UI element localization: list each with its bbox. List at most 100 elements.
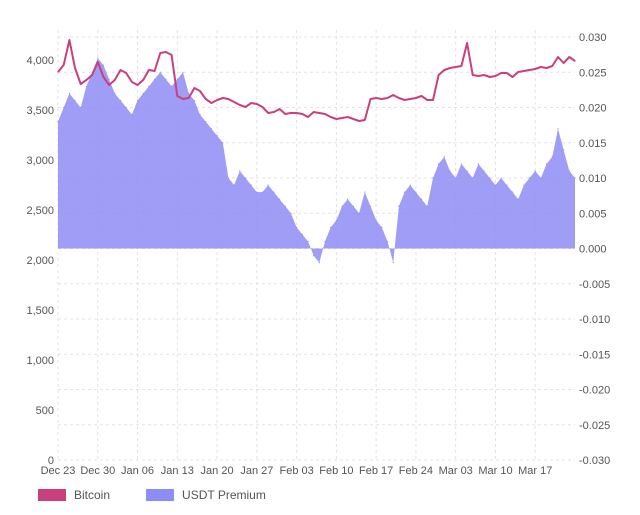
point-usdt-premium-14: [136, 99, 139, 102]
point-usdt-premium-15: [142, 92, 144, 94]
point-bitcoin-90: [568, 56, 570, 58]
point-bitcoin-65: [426, 99, 428, 101]
point-bitcoin-37: [267, 112, 269, 114]
left-tick-label-7: 3,500: [26, 105, 54, 117]
series-line-bitcoin: [57, 39, 576, 122]
point-bitcoin-27: [210, 102, 212, 104]
legend-item-usdt-premium[interactable]: USDT Premium: [146, 488, 266, 502]
point-usdt-premium-47: [324, 240, 326, 243]
point-usdt-premium-5: [85, 85, 87, 87]
point-bitcoin-20: [171, 54, 173, 56]
point-usdt-premium-10: [114, 92, 116, 94]
point-usdt-premium-80: [511, 191, 514, 193]
point-usdt-premium-69: [449, 170, 451, 172]
x-tick-label-1: Dec 30: [80, 465, 115, 477]
point-usdt-premium-60: [398, 205, 400, 207]
point-usdt-premium-36: [261, 191, 264, 193]
point-bitcoin-69: [449, 67, 451, 69]
point-usdt-premium-78: [500, 177, 502, 179]
point-bitcoin-74: [477, 75, 479, 77]
point-usdt-premium-16: [148, 85, 150, 87]
right-tick-label-8: 0.010: [579, 173, 607, 185]
point-bitcoin-44: [307, 116, 309, 118]
x-tick-label-2: Jan 06: [121, 465, 154, 477]
point-bitcoin-36: [261, 106, 264, 108]
point-usdt-premium-4: [80, 106, 82, 109]
x-tick-label-5: Jan 27: [240, 465, 273, 477]
point-usdt-premium-45: [313, 255, 315, 257]
right-tick-label-12: 0.030: [579, 32, 607, 44]
point-usdt-premium-88: [557, 128, 559, 130]
left-tick-label-0: 0: [48, 455, 54, 467]
point-bitcoin-81: [517, 71, 519, 73]
point-usdt-premium-54: [364, 191, 366, 193]
point-bitcoin-62: [409, 98, 411, 100]
point-bitcoin-38: [273, 111, 275, 113]
point-usdt-premium-48: [330, 226, 332, 228]
point-bitcoin-33: [244, 106, 247, 108]
point-usdt-premium-79: [506, 184, 508, 186]
x-tick-label-9: Feb 24: [399, 465, 433, 477]
point-usdt-premium-81: [517, 198, 519, 200]
x-tick-label-0: Dec 23: [41, 465, 76, 477]
legend-label-bitcoin: Bitcoin: [74, 488, 111, 502]
point-bitcoin-18: [159, 52, 161, 54]
legend-item-bitcoin[interactable]: Bitcoin: [38, 488, 110, 502]
point-bitcoin-55: [369, 98, 372, 100]
point-usdt-premium-42: [296, 226, 298, 228]
left-tick-label-2: 1,000: [26, 355, 54, 367]
left-tick-label-6: 3,000: [26, 155, 54, 167]
point-usdt-premium-72: [466, 170, 468, 172]
right-tick-label-3: -0.015: [579, 349, 610, 361]
point-bitcoin-23: [188, 97, 190, 99]
point-usdt-premium-26: [205, 121, 207, 123]
point-usdt-premium-37: [267, 184, 269, 186]
right-tick-label-6: 0.000: [579, 244, 607, 256]
right-tick-label-2: -0.020: [579, 385, 610, 397]
point-bitcoin-58: [386, 97, 389, 99]
point-bitcoin-10: [114, 79, 116, 81]
point-usdt-premium-70: [455, 177, 457, 179]
point-bitcoin-61: [404, 99, 406, 101]
left-tick-label-5: 2,500: [26, 205, 54, 217]
left-tick-label-4: 2,000: [26, 255, 54, 267]
point-bitcoin-41: [290, 112, 292, 114]
point-usdt-premium-3: [74, 99, 76, 102]
point-bitcoin-77: [494, 75, 497, 77]
x-tick-label-4: Jan 20: [201, 465, 234, 477]
right-tick-label-7: 0.005: [579, 208, 607, 220]
point-usdt-premium-31: [233, 184, 235, 186]
point-bitcoin-76: [489, 76, 491, 78]
point-usdt-premium-71: [460, 163, 462, 165]
legend-label-usdt-premium: USDT Premium: [182, 488, 266, 502]
point-bitcoin-9: [108, 84, 110, 86]
point-usdt-premium-89: [563, 149, 565, 151]
left-tick-label-3: 1,500: [26, 305, 54, 317]
point-usdt-premium-17: [154, 78, 156, 80]
point-usdt-premium-68: [443, 156, 445, 158]
point-bitcoin-45: [313, 111, 315, 113]
point-bitcoin-51: [347, 116, 349, 118]
point-usdt-premium-13: [131, 114, 133, 116]
point-usdt-premium-73: [472, 177, 474, 179]
right-tick-label-0: -0.030: [579, 455, 610, 467]
point-bitcoin-87: [551, 65, 553, 67]
point-usdt-premium-50: [341, 205, 343, 207]
point-usdt-premium-84: [534, 170, 536, 172]
point-bitcoin-72: [466, 42, 468, 44]
point-usdt-premium-29: [222, 142, 224, 144]
point-bitcoin-48: [330, 116, 332, 118]
point-bitcoin-40: [284, 113, 286, 115]
series-area-usdt-premium: [58, 58, 575, 263]
point-bitcoin-34: [250, 102, 252, 104]
point-usdt-premium-86: [546, 163, 548, 165]
point-bitcoin-52: [352, 118, 354, 120]
point-bitcoin-14: [136, 84, 139, 86]
point-usdt-premium-64: [421, 198, 423, 200]
point-usdt-premium-74: [477, 163, 479, 165]
point-bitcoin-53: [358, 120, 360, 122]
point-bitcoin-64: [421, 95, 423, 97]
point-usdt-premium-39: [279, 198, 281, 200]
point-usdt-premium-63: [415, 191, 417, 193]
